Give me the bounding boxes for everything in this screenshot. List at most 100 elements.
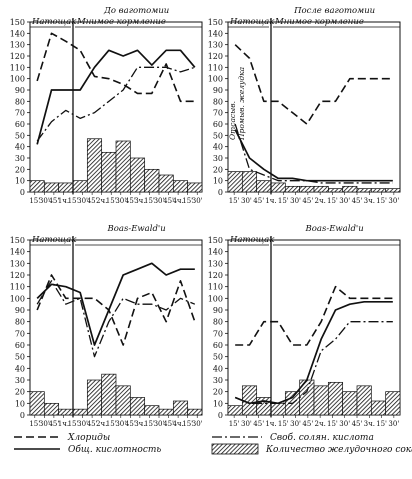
vertical-annotation: Промыв. желудка: [237, 67, 246, 141]
y-tick-label: 40: [213, 364, 223, 373]
panel-title: После ваготомии: [293, 6, 375, 16]
x-tick-label: 15': [29, 197, 40, 205]
legend-label-chlorides: Хлориды: [67, 433, 110, 443]
x-tick-label: 15': [278, 197, 289, 205]
x-tick-label: 45': [163, 197, 174, 205]
y-tick-label: 110: [208, 283, 223, 292]
x-tick-label: 15': [144, 197, 155, 205]
y-tick-label: 110: [10, 283, 25, 292]
x-tick-label: 15': [182, 420, 193, 428]
x-tick-label: 30': [192, 197, 203, 205]
x-tick-label: 30': [115, 420, 126, 428]
y-tick-label: 130: [10, 259, 25, 268]
volume-bar: [256, 397, 272, 416]
x-tick-label: 45': [125, 420, 136, 428]
series-line-chlorides: [234, 44, 393, 125]
volume-bar: [187, 408, 203, 416]
phase-label-feeding: Мнимое кормление: [76, 17, 166, 27]
x-tick-label: 3ч.: [364, 197, 375, 205]
volume-bar: [72, 408, 88, 416]
legend-label-free-hcl: Своб. солян. кислота: [270, 432, 374, 443]
y-tick-label: 50: [15, 353, 25, 362]
x-tick-label: 30': [39, 197, 50, 205]
y-tick-label: 60: [15, 120, 25, 129]
volume-bar: [43, 402, 60, 416]
y-tick-label: 0: [218, 188, 223, 197]
phase-label-fasting: Натощак: [31, 235, 77, 245]
y-tick-label: 130: [10, 41, 25, 50]
y-tick-label: 60: [213, 341, 223, 350]
volume-bar: [227, 171, 243, 193]
x-tick-label: 45': [125, 197, 136, 205]
x-tick-label: 45': [302, 420, 313, 428]
volume-bar: [313, 385, 329, 416]
x-tick-label: 45': [87, 420, 98, 428]
y-tick-label: 90: [213, 306, 223, 315]
series-line-chlorides: [235, 285, 393, 346]
legend-label-total-acid: Общ. кислотность: [68, 444, 161, 455]
x-tick-label: 15': [229, 420, 240, 428]
x-tick-label: 30': [77, 197, 88, 205]
y-tick-label: 140: [208, 248, 223, 257]
volume-bar: [342, 185, 358, 193]
y-tick-label: 30: [15, 154, 25, 163]
panel-4: 0 10 20 30 40 50 60 70 80 90 100 110 120 130 140 150 15'…: [208, 224, 401, 428]
volume-bar: [241, 171, 258, 193]
volume-bar: [115, 385, 131, 416]
y-tick-label: 0: [20, 188, 25, 197]
x-tick-label: 30': [290, 420, 301, 428]
x-tick-label: 15': [327, 197, 338, 205]
x-tick-label: 30': [290, 197, 301, 205]
x-tick-label: 3ч.: [364, 420, 375, 428]
y-tick-label: 80: [15, 97, 25, 106]
legend-swatch-volume: [211, 443, 259, 455]
y-tick-label: 70: [213, 109, 223, 118]
volume-bar: [327, 188, 344, 193]
volume-bar: [342, 391, 358, 416]
series-line-free-hcl: [234, 321, 393, 404]
volume-bar: [227, 405, 243, 416]
y-tick-label: 50: [213, 353, 223, 362]
y-tick-label: 20: [15, 388, 25, 397]
volume-bar: [385, 391, 401, 416]
series-line-free-hcl: [234, 123, 393, 184]
volume-bar: [158, 174, 174, 193]
x-tick-label: 15': [106, 420, 117, 428]
y-tick-label: 30: [15, 376, 25, 385]
panel-2: 0 10 20 30 40 50 60 70 80 90 100 110 120 130 140 150 15'…: [208, 6, 401, 205]
y-tick-label: 80: [15, 318, 25, 327]
x-tick-label: 15': [68, 197, 79, 205]
panel-title: Boas-Ewald'u: [305, 224, 364, 234]
volume-bar: [172, 180, 189, 193]
x-tick-label: 15': [278, 420, 289, 428]
x-tick-label: 45': [48, 197, 59, 205]
x-tick-label: 4ч.: [172, 197, 183, 205]
volume-bar: [115, 140, 131, 193]
x-tick-label: 30': [241, 197, 252, 205]
y-tick-label: 150: [10, 236, 25, 245]
volume-bar: [101, 373, 117, 416]
y-tick-label: 120: [208, 52, 223, 61]
x-tick-label: 30': [77, 420, 88, 428]
x-tick-label: 1ч.: [265, 420, 276, 428]
x-tick-label: 15': [68, 420, 79, 428]
x-tick-label: 15': [376, 420, 387, 428]
y-tick-label: 50: [213, 131, 223, 140]
y-tick-label: 140: [10, 29, 25, 38]
y-tick-label: 40: [15, 143, 25, 152]
x-tick-label: 1ч.: [58, 197, 69, 205]
y-tick-label: 100: [208, 294, 223, 303]
volume-bar: [144, 168, 160, 193]
y-tick-label: 50: [15, 131, 25, 140]
x-tick-label: 30': [154, 420, 165, 428]
y-tick-label: 10: [213, 177, 223, 186]
y-tick-label: 100: [10, 294, 25, 303]
x-tick-label: 3ч.: [134, 197, 145, 205]
y-tick-label: 30: [213, 154, 223, 163]
series-line-chlorides: [36, 274, 196, 346]
x-tick-label: 15': [376, 197, 387, 205]
x-tick-label: 30': [154, 197, 165, 205]
x-tick-label: 45': [163, 420, 174, 428]
volume-bar: [101, 151, 117, 193]
